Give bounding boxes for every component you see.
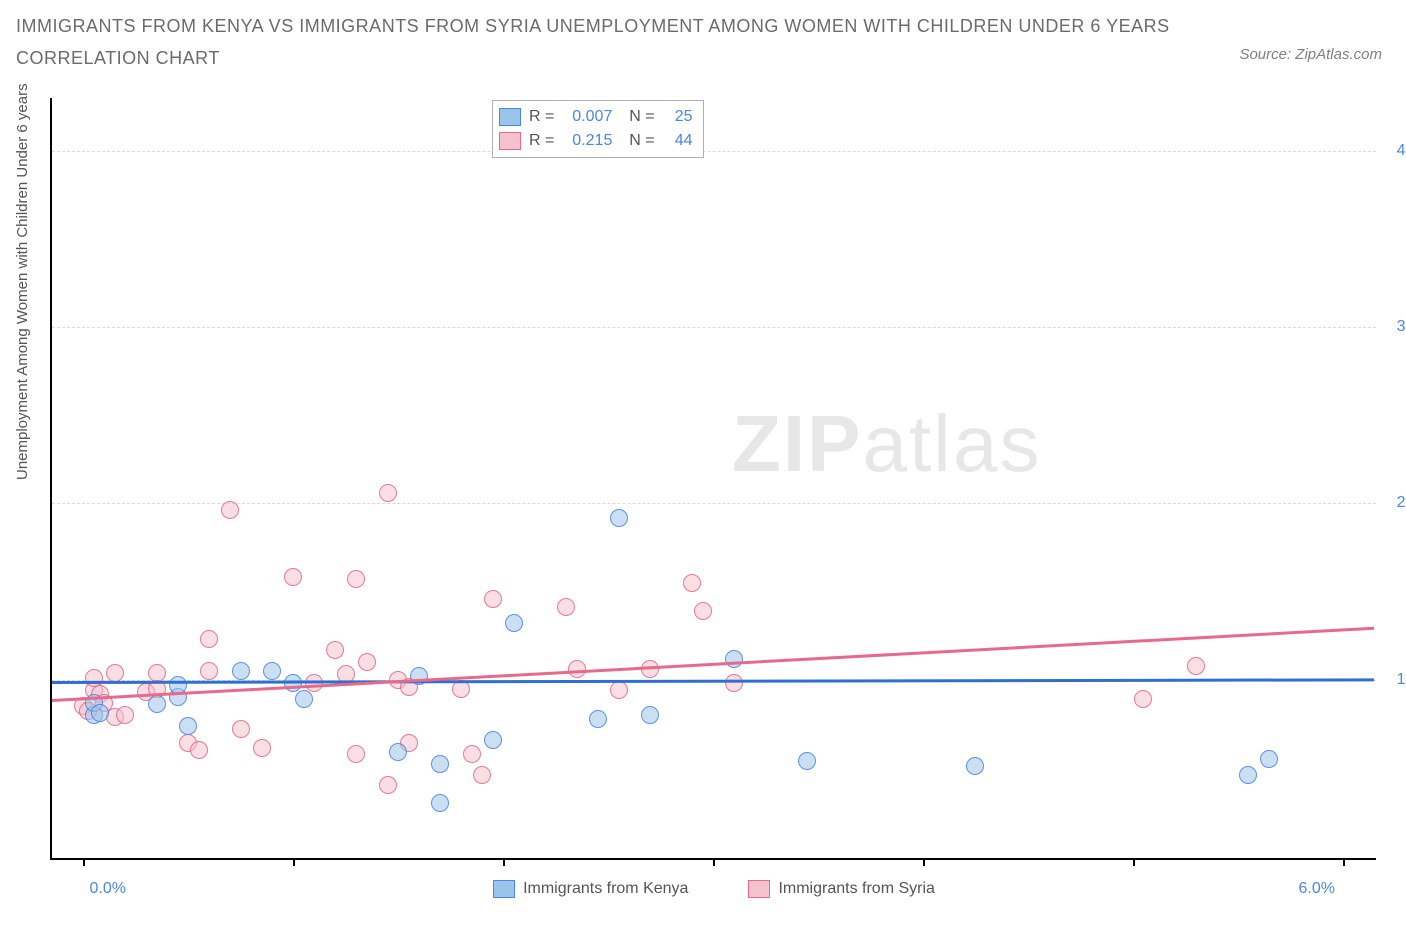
stats-n-kenya: 25	[663, 105, 693, 129]
data-point	[725, 674, 743, 692]
legend-label-kenya: Immigrants from Kenya	[523, 880, 688, 898]
legend-swatch-syria	[748, 880, 770, 898]
stats-n-syria: 44	[663, 129, 693, 153]
data-point	[557, 598, 575, 616]
legend-item-syria: Immigrants from Syria	[748, 880, 934, 898]
legend-label-syria: Immigrants from Syria	[778, 880, 934, 898]
data-point	[326, 641, 344, 659]
data-point	[253, 739, 271, 757]
x-tick	[713, 858, 715, 866]
data-point	[295, 690, 313, 708]
x-tick	[83, 858, 85, 866]
data-point	[694, 602, 712, 620]
data-point	[179, 717, 197, 735]
swatch-syria	[499, 132, 521, 150]
swatch-kenya	[499, 108, 521, 126]
data-point	[347, 570, 365, 588]
y-tick-label: 10.0%	[1382, 671, 1406, 689]
watermark-bold: ZIP	[732, 399, 862, 488]
watermark: ZIPatlas	[732, 398, 1041, 490]
stats-row-syria: R = 0.215 N = 44	[499, 129, 693, 153]
data-point	[379, 484, 397, 502]
data-point	[473, 766, 491, 784]
stats-r-syria: 0.215	[562, 129, 612, 153]
watermark-rest: atlas	[862, 399, 1041, 488]
bottom-legend: Immigrants from Kenya Immigrants from Sy…	[52, 880, 1376, 898]
data-point	[358, 653, 376, 671]
data-point	[431, 794, 449, 812]
x-tick	[293, 858, 295, 866]
data-point	[463, 745, 481, 763]
x-tick	[923, 858, 925, 866]
data-point	[1260, 750, 1278, 768]
data-point	[263, 662, 281, 680]
stats-r-label: R =	[529, 105, 554, 129]
data-point	[1187, 657, 1205, 675]
stats-n-label: N =	[620, 105, 654, 129]
scatter-plot-area: ZIPatlas 10.0%20.0%30.0%40.0%0.0%6.0% R …	[50, 98, 1376, 860]
stats-r-kenya: 0.007	[562, 105, 612, 129]
trend-line	[52, 679, 1374, 685]
x-tick	[503, 858, 505, 866]
data-point	[200, 630, 218, 648]
data-point	[484, 731, 502, 749]
data-point	[106, 664, 124, 682]
data-point	[1134, 690, 1152, 708]
data-point	[505, 614, 523, 632]
data-point	[284, 568, 302, 586]
source-attribution: Source: ZipAtlas.com	[1239, 46, 1382, 63]
data-point	[1239, 766, 1257, 784]
stats-row-kenya: R = 0.007 N = 25	[499, 105, 693, 129]
data-point	[232, 662, 250, 680]
data-point	[221, 501, 239, 519]
data-point	[148, 695, 166, 713]
data-point	[610, 509, 628, 527]
data-point	[484, 590, 502, 608]
data-point	[431, 755, 449, 773]
data-point	[347, 745, 365, 763]
legend-item-kenya: Immigrants from Kenya	[493, 880, 688, 898]
legend-swatch-kenya	[493, 880, 515, 898]
stats-r-label2: R =	[529, 129, 554, 153]
data-point	[91, 704, 109, 722]
data-point	[190, 741, 208, 759]
chart-title-line1: IMMIGRANTS FROM KENYA VS IMMIGRANTS FROM…	[16, 10, 1390, 42]
gridline	[52, 503, 1376, 504]
chart-title-block: IMMIGRANTS FROM KENYA VS IMMIGRANTS FROM…	[16, 10, 1390, 75]
y-tick-label: 20.0%	[1382, 494, 1406, 512]
chart-title-line2: CORRELATION CHART	[16, 42, 1390, 74]
gridline	[52, 151, 1376, 152]
data-point	[116, 706, 134, 724]
x-tick	[1343, 858, 1345, 866]
data-point	[200, 662, 218, 680]
trend-line	[52, 627, 1374, 702]
y-axis-label: Unemployment Among Women with Children U…	[14, 83, 31, 480]
data-point	[966, 757, 984, 775]
data-point	[798, 752, 816, 770]
x-tick	[1133, 858, 1135, 866]
y-tick-label: 40.0%	[1382, 142, 1406, 160]
data-point	[589, 710, 607, 728]
y-tick-label: 30.0%	[1382, 318, 1406, 336]
stats-n-label2: N =	[620, 129, 654, 153]
stats-legend-box: R = 0.007 N = 25 R = 0.215 N = 44	[492, 100, 704, 158]
data-point	[641, 706, 659, 724]
data-point	[610, 681, 628, 699]
gridline	[52, 327, 1376, 328]
data-point	[379, 776, 397, 794]
data-point	[683, 574, 701, 592]
data-point	[232, 720, 250, 738]
data-point	[389, 743, 407, 761]
plot-inner: ZIPatlas 10.0%20.0%30.0%40.0%0.0%6.0%	[52, 98, 1376, 858]
